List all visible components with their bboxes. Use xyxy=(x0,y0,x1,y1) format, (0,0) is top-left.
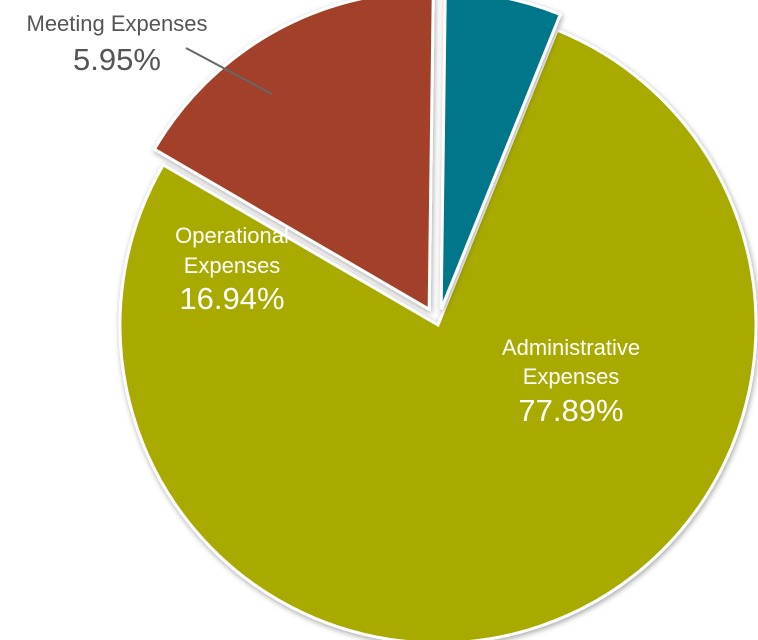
slice-administrative xyxy=(118,28,758,640)
meeting-expenses-leader-line xyxy=(185,47,273,95)
slice-label-administrative-line1: Administrative xyxy=(502,335,640,360)
slice-operational xyxy=(152,0,435,312)
slice-meeting xyxy=(439,0,563,310)
slice-value-administrative: 77.89% xyxy=(518,393,623,428)
slice-label-administrative: Administrative Expenses 77.89% xyxy=(502,335,640,428)
slice-value-meeting: 5.95% xyxy=(73,42,161,77)
slice-label-meeting-line1: Meeting Expenses xyxy=(27,11,208,36)
slice-label-meeting: Meeting Expenses 5.95% xyxy=(27,11,208,77)
slice-label-operational-line1: Operational xyxy=(175,223,289,248)
pie-slices xyxy=(118,0,758,640)
slice-label-operational-line2: Expenses xyxy=(184,253,281,278)
slice-label-operational: Operational Expenses 16.94% xyxy=(175,223,289,316)
slice-value-operational: 16.94% xyxy=(179,281,284,316)
slice-label-administrative-line2: Expenses xyxy=(523,364,620,389)
